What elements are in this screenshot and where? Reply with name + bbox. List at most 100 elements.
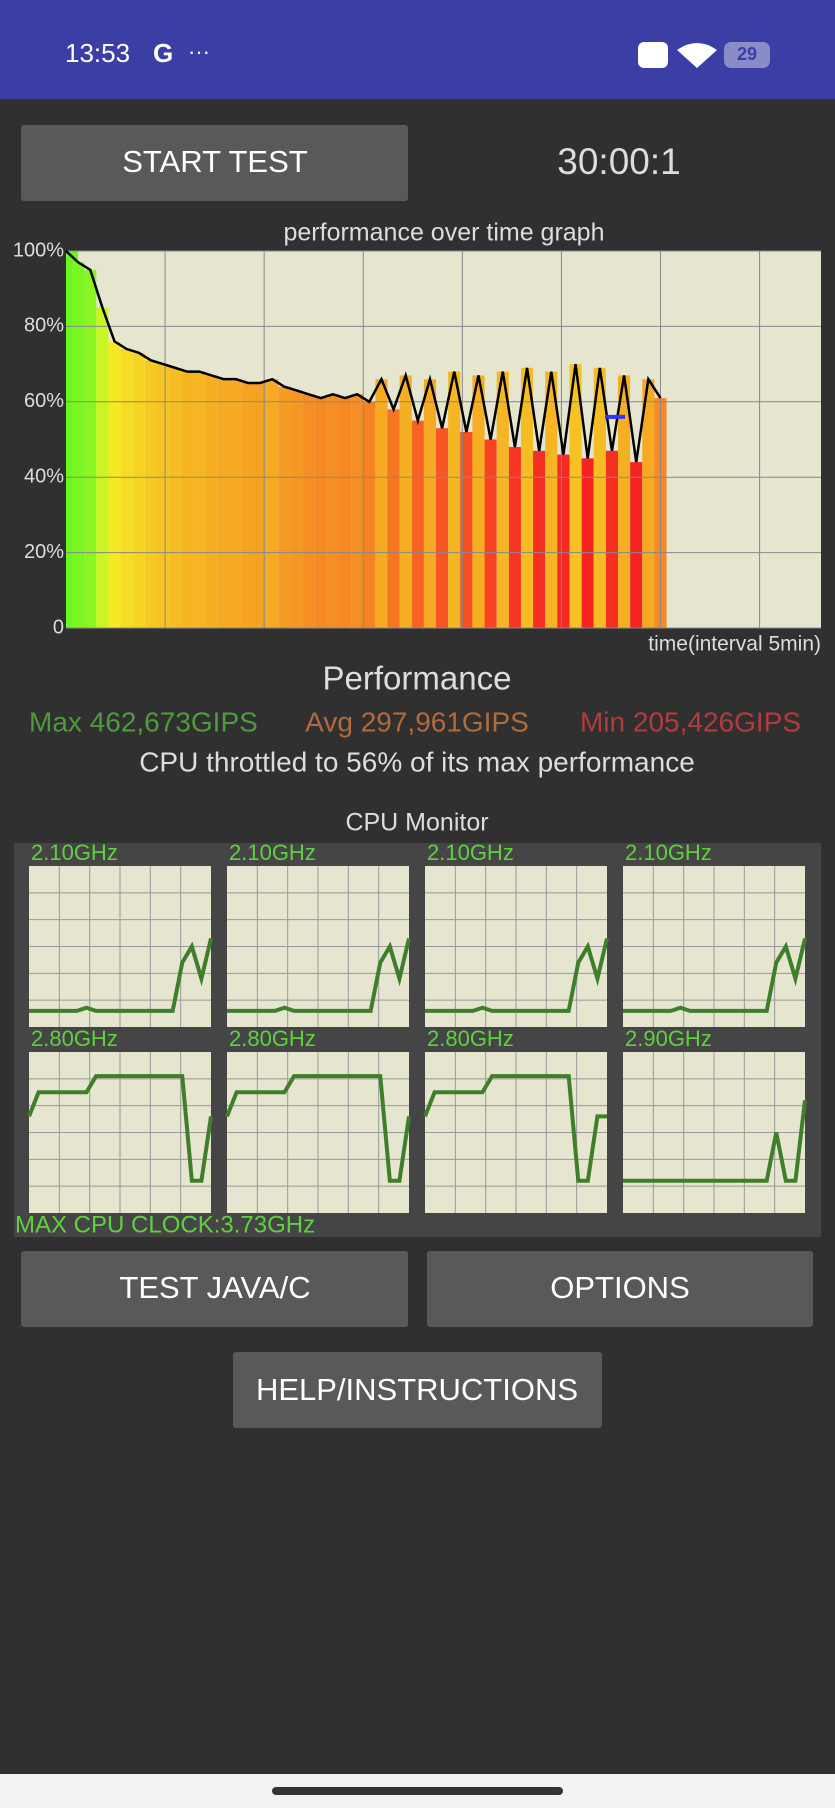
battery-icon (724, 42, 770, 68)
max-clock: MAX CPU CLOCK:3.73GHz (15, 1211, 315, 1238)
core-line (225, 1074, 411, 1183)
perf-bar (520, 367, 534, 628)
perf-bar (496, 371, 509, 628)
perf-bar (411, 420, 424, 628)
y-tick-label: 60% (24, 390, 64, 412)
perf-bar (338, 398, 352, 628)
y-tick-label: 100% (13, 239, 64, 261)
perf-bar (72, 262, 85, 628)
perf-bar (205, 375, 218, 628)
x-axis-label: time(interval 5min) (648, 633, 821, 656)
core-line (27, 1074, 213, 1183)
core-line (623, 937, 807, 1013)
test-button[interactable] (21, 1251, 408, 1327)
core-label: 2.80GHz (31, 1026, 118, 1051)
perf-graph: 100% 80% 60% 40% 20% 0 (13, 239, 821, 638)
perf-line (65, 250, 662, 463)
test-button-label[interactable]: TEST JAVA/C (119, 1270, 310, 1305)
perf-bar (642, 379, 655, 628)
perf-bar (581, 458, 594, 628)
perf-bar (630, 462, 643, 628)
perf-bar (84, 269, 97, 628)
perf-min: Min 205,426GIPS (580, 706, 801, 737)
notif-icon (638, 42, 668, 68)
perf-bar (508, 447, 521, 628)
perf-bar (266, 379, 279, 628)
perf-bar (460, 431, 473, 628)
core-label: 2.10GHz (625, 840, 712, 865)
perf-bar (278, 386, 291, 628)
perf-bar (193, 371, 206, 628)
perf-bar (593, 367, 606, 628)
throttle-text: CPU throttled to 56% of its max performa… (139, 746, 695, 777)
perf-bar (217, 379, 230, 628)
core-line (29, 937, 213, 1013)
start-button[interactable] (21, 125, 408, 201)
perf-bar (169, 367, 182, 628)
perf-bar (569, 364, 582, 628)
carrier: G (153, 38, 173, 68)
perf-bar (605, 450, 619, 628)
y-tick-label: 0 (53, 616, 64, 638)
clock: 13:53 (65, 38, 130, 68)
graph-title: performance over time graph (284, 219, 605, 247)
perf-bar (533, 450, 546, 628)
start-button-label[interactable]: START TEST (122, 144, 308, 179)
battery-level: 29 (737, 44, 757, 64)
perf-bar (132, 352, 145, 628)
perf-bar (436, 428, 449, 628)
perf-bar (326, 394, 339, 628)
perf-bar (96, 307, 109, 628)
perf-bar (156, 364, 170, 628)
options-button-label[interactable]: OPTIONS (550, 1270, 690, 1305)
perf-max: Max 462,673GIPS (29, 706, 258, 737)
core-line (425, 937, 609, 1013)
wifi-icon (677, 43, 717, 68)
home-handle[interactable] (272, 1787, 563, 1795)
perf-bar (290, 390, 303, 628)
core-line (227, 937, 411, 1013)
perf-bar (181, 371, 194, 628)
perf-bar (120, 349, 133, 628)
cpu-monitor-title: CPU Monitor (345, 809, 488, 837)
perf-bar (314, 398, 327, 628)
perf-bar (618, 375, 631, 628)
core-line (423, 1074, 607, 1183)
core-label: 2.90GHz (625, 1026, 712, 1051)
core-label: 2.80GHz (229, 1026, 316, 1051)
cpu-cells: 2.10GHz 2.10GHz 2.10GHz 2.10GHz 2.80GHz 2.80G… (27, 840, 807, 1213)
perf-bar (387, 409, 400, 628)
perf-bar (351, 394, 364, 628)
perf-bar (144, 360, 157, 628)
perf-bar (545, 371, 558, 628)
y-tick-label: 20% (24, 541, 64, 563)
perf-bar (557, 454, 570, 628)
perf-title: Performance (323, 660, 512, 697)
perf-bar (472, 375, 485, 628)
perf-bar (448, 371, 461, 628)
timer: 30:00:1 (557, 141, 680, 182)
core-label: 2.10GHz (31, 840, 118, 865)
help-button-label[interactable]: HELP/INSTRUCTIONS (256, 1372, 578, 1407)
perf-bar (399, 375, 412, 628)
perf-avg: Avg 297,961GIPS (305, 706, 529, 737)
more-icon: ··· (188, 39, 210, 64)
core-label: 2.80GHz (427, 1026, 514, 1051)
core-line (623, 1100, 807, 1183)
y-tick-label: 40% (24, 465, 64, 487)
y-tick-label: 80% (24, 315, 64, 337)
perf-bar (108, 341, 121, 628)
perf-bar (375, 379, 388, 628)
core-label: 2.10GHz (427, 840, 514, 865)
perf-bar (241, 382, 255, 628)
options-button[interactable] (427, 1251, 813, 1327)
perf-bar (484, 439, 497, 628)
perf-bar (302, 394, 315, 628)
help-button[interactable] (233, 1352, 602, 1428)
perf-bar (363, 401, 376, 628)
perf-bar (254, 382, 267, 628)
perf-bar (423, 379, 437, 628)
perf-bar (229, 379, 242, 628)
